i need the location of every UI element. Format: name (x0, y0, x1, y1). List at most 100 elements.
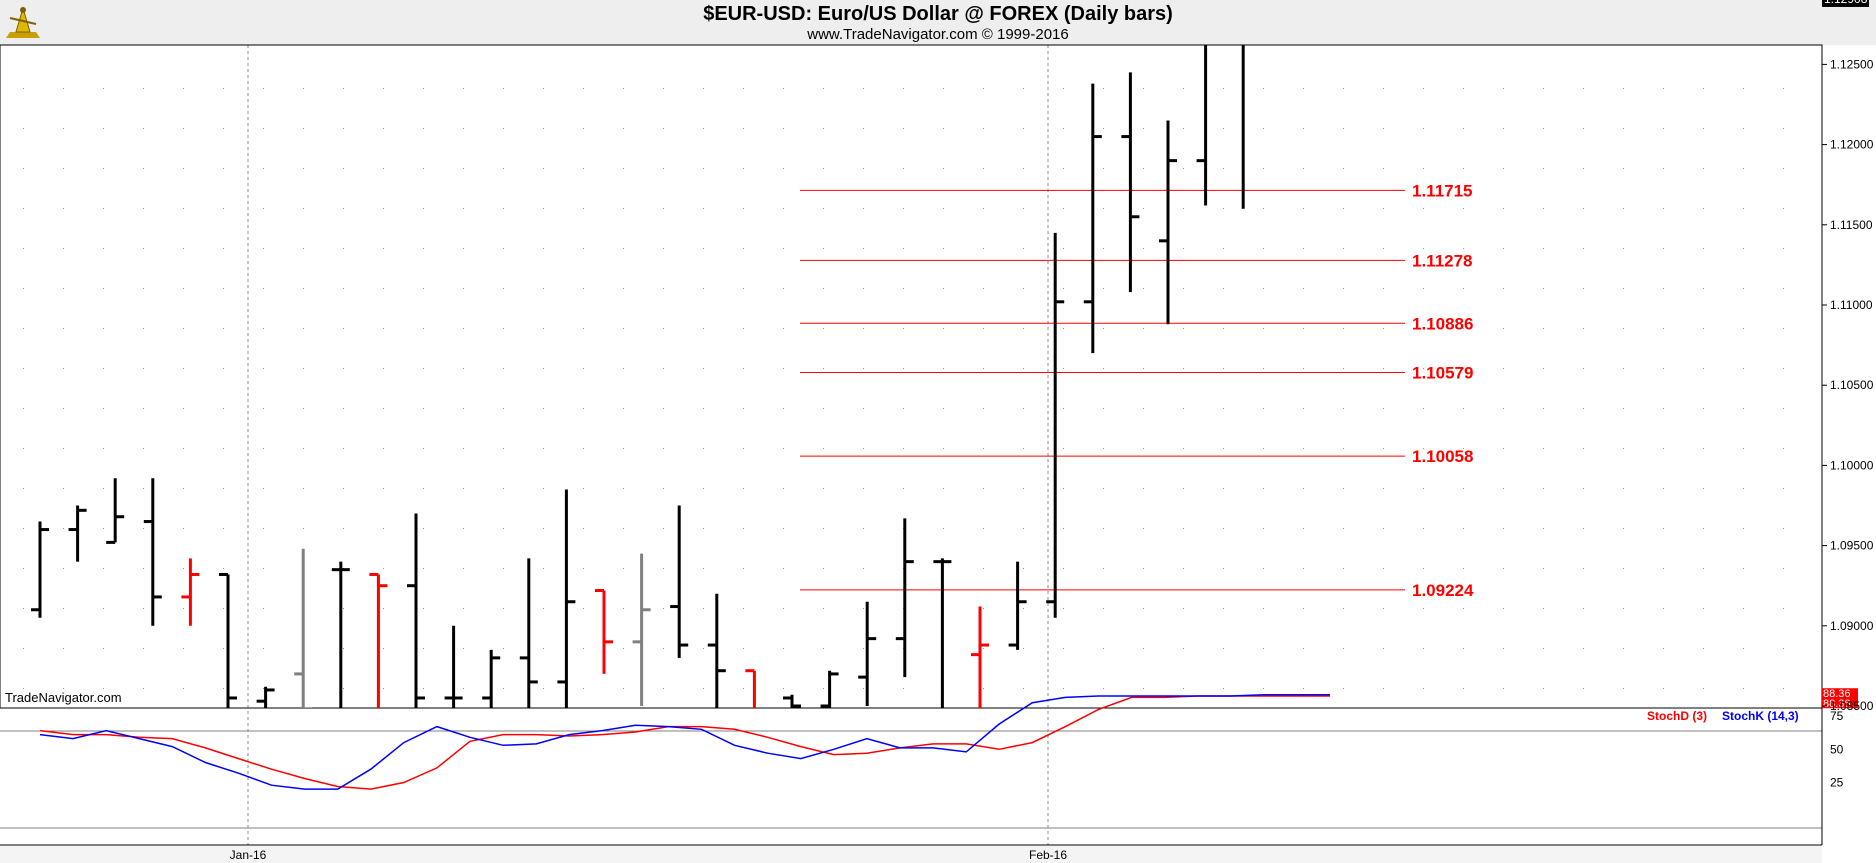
grid-dot (1343, 88, 1344, 89)
grid-dot (343, 168, 344, 169)
grid-dot (223, 168, 224, 169)
grid-dot (823, 248, 824, 249)
grid-dot (943, 168, 944, 169)
grid-dot (943, 88, 944, 89)
grid-dot (1623, 168, 1624, 169)
grid-dot (463, 448, 464, 449)
grid-dot (1583, 528, 1584, 529)
grid-dot (1543, 168, 1544, 169)
grid-dot (23, 328, 24, 329)
watermark: TradeNavigator.com (5, 690, 122, 705)
grid-dot (863, 248, 864, 249)
grid-dot (343, 248, 344, 249)
grid-dot (463, 88, 464, 89)
grid-dot (23, 368, 24, 369)
grid-dot (1303, 528, 1304, 529)
grid-dot (103, 528, 104, 529)
grid-dot (423, 608, 424, 609)
grid-dot (703, 448, 704, 449)
grid-dot (823, 328, 824, 329)
grid-dot (663, 688, 664, 689)
grid-dot (183, 328, 184, 329)
grid-dot (743, 528, 744, 529)
grid-dot (1663, 608, 1664, 609)
grid-dot (623, 168, 624, 169)
grid-dot (1143, 128, 1144, 129)
grid-dot (1303, 488, 1304, 489)
grid-dot (863, 528, 864, 529)
grid-dot (103, 88, 104, 89)
grid-dot (303, 408, 304, 409)
grid-dot (263, 208, 264, 209)
grid-dot (423, 408, 424, 409)
grid-dot (743, 488, 744, 489)
grid-dot (903, 168, 904, 169)
grid-dot (1343, 128, 1344, 129)
grid-dot (1223, 688, 1224, 689)
grid-dot (103, 488, 104, 489)
grid-dot (23, 88, 24, 89)
grid-dot (1183, 448, 1184, 449)
grid-dot (1743, 448, 1744, 449)
grid-dot (743, 88, 744, 89)
grid-dot (983, 88, 984, 89)
grid-dot (1183, 368, 1184, 369)
grid-dot (863, 288, 864, 289)
grid-dot (1303, 88, 1304, 89)
grid-dot (263, 88, 264, 89)
grid-dot (1383, 208, 1384, 209)
grid-dot (263, 408, 264, 409)
grid-dot (23, 528, 24, 529)
grid-dot (503, 448, 504, 449)
grid-dot (1063, 288, 1064, 289)
grid-dot (463, 488, 464, 489)
grid-dot (1423, 288, 1424, 289)
grid-dot (1343, 248, 1344, 249)
grid-dot (1583, 88, 1584, 89)
grid-dot (463, 328, 464, 329)
grid-dot (1423, 208, 1424, 209)
grid-dot (1383, 248, 1384, 249)
grid-dot (623, 448, 624, 449)
grid-dot (23, 568, 24, 569)
grid-dot (1263, 568, 1264, 569)
grid-dot (543, 248, 544, 249)
grid-dot (1623, 88, 1624, 89)
grid-dot (1543, 408, 1544, 409)
grid-dot (1783, 248, 1784, 249)
grid-dot (1583, 408, 1584, 409)
grid-dot (1663, 568, 1664, 569)
grid-dot (1783, 448, 1784, 449)
grid-dot (303, 168, 304, 169)
grid-dot (1663, 328, 1664, 329)
grid-dot (743, 328, 744, 329)
grid-dot (743, 568, 744, 569)
grid-dot (1263, 88, 1264, 89)
grid-dot (223, 408, 224, 409)
grid-dot (783, 368, 784, 369)
grid-dot (1263, 408, 1264, 409)
grid-dot (1583, 168, 1584, 169)
grid-dot (543, 288, 544, 289)
ohlc-bar (707, 593, 726, 708)
grid-dot (1263, 688, 1264, 689)
grid-dot (543, 208, 544, 209)
grid-dot (543, 568, 544, 569)
grid-dot (583, 568, 584, 569)
grid-dot (743, 128, 744, 129)
grid-dot (143, 568, 144, 569)
grid-dot (1663, 128, 1664, 129)
grid-dot (383, 328, 384, 329)
grid-dot (863, 328, 864, 329)
grid-dot (503, 408, 504, 409)
grid-dot (383, 128, 384, 129)
grid-dot (1143, 568, 1144, 569)
ohlc-bar (1008, 561, 1027, 650)
grid-dot (623, 368, 624, 369)
x-tick-label: Feb-16 (1029, 848, 1067, 862)
grid-dot (1543, 248, 1544, 249)
red-level-label: 1.10579 (1412, 364, 1473, 383)
grid-dot (1663, 688, 1664, 689)
grid-dot (783, 568, 784, 569)
grid-dot (903, 128, 904, 129)
